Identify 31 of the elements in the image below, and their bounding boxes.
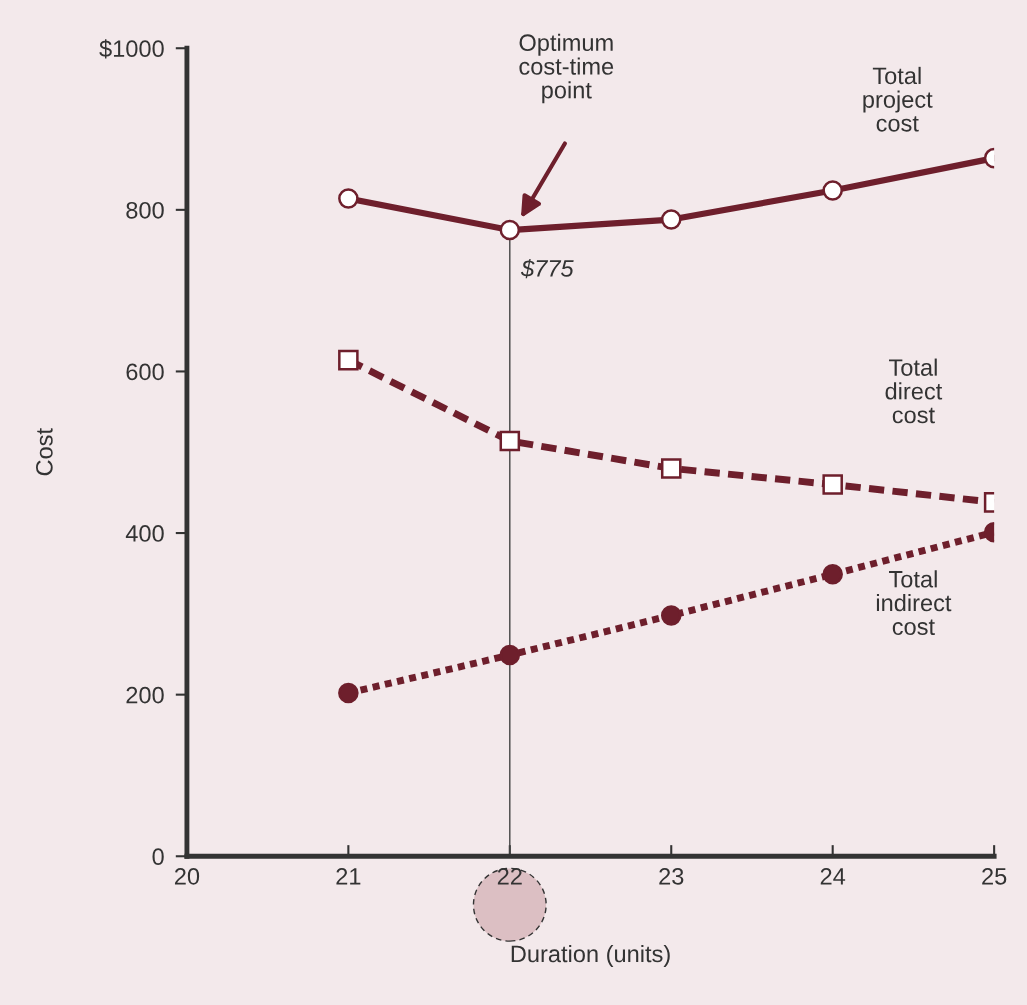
annotation: Optimum cost-time point — [519, 33, 614, 104]
point — [822, 180, 843, 201]
y-tick-label: 0 — [152, 848, 164, 866]
point — [499, 644, 521, 666]
annotation: $775 — [520, 259, 574, 279]
point — [338, 188, 359, 209]
y-tick-label: 400 — [125, 525, 164, 542]
point — [660, 458, 682, 479]
y-tick-label: 800 — [126, 201, 164, 219]
x-tick-label: 21 — [336, 867, 361, 885]
y-tick-label: $1000 — [99, 39, 164, 59]
series-label: Total indirect cost — [876, 570, 952, 636]
point — [499, 430, 521, 452]
point — [822, 563, 843, 585]
point — [338, 349, 359, 371]
y-tick-label: 600 — [126, 363, 164, 381]
x-tick-label: 24 — [820, 867, 846, 885]
x-tick-label: 22 — [497, 867, 522, 885]
point — [338, 682, 359, 704]
point — [660, 209, 682, 230]
text: Total direct cost — [885, 358, 943, 424]
point — [499, 219, 521, 241]
x-tick-label: 25 — [982, 867, 1007, 885]
y-tick-label: 200 — [126, 686, 164, 704]
series-label: Total project cost — [863, 66, 933, 132]
y-axis-title: Cost — [35, 428, 53, 476]
x-tick-label: 20 — [174, 867, 200, 885]
point — [822, 474, 843, 495]
x-axis-title: Duration (units) — [511, 944, 670, 967]
x-tick-label: 23 — [659, 867, 684, 885]
point — [660, 605, 682, 626]
